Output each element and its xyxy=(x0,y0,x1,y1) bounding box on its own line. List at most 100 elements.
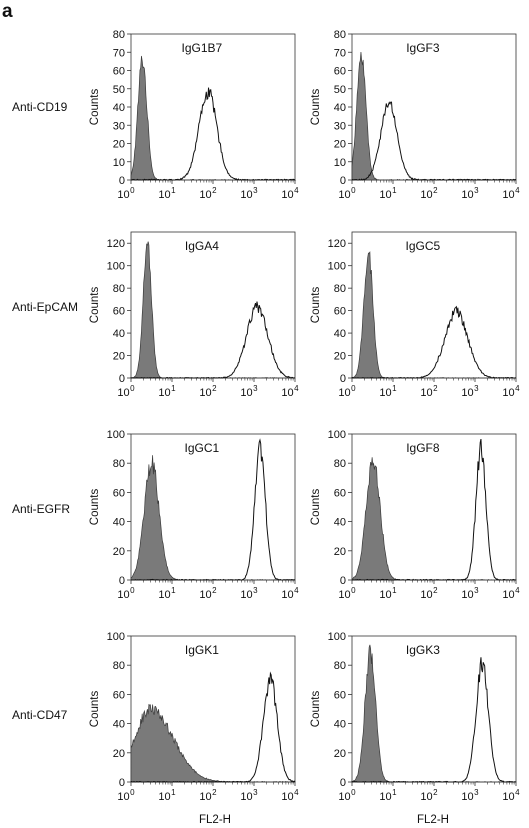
y-tick-label: 0 xyxy=(340,575,346,587)
y-tick-label: 0 xyxy=(119,575,125,587)
y-tick-label: 80 xyxy=(334,29,346,41)
y-tick-label: 0 xyxy=(340,777,346,789)
x-tick-label: 104 xyxy=(281,586,299,601)
x-tick-label: 104 xyxy=(502,586,520,601)
y-tick-label: 60 xyxy=(113,689,125,701)
x-tick-label: 100 xyxy=(338,384,356,399)
y-axis-title: Counts xyxy=(310,89,322,126)
x-tick-label: 101 xyxy=(158,384,176,399)
x-tick-label: 104 xyxy=(502,384,520,399)
y-tick-label: 40 xyxy=(113,102,125,114)
stained-histogram xyxy=(131,87,296,181)
x-tick-label: 102 xyxy=(420,384,438,399)
histogram-panel-iggf8: 0 20 40 60 80 100 100 101 102 103 104 Counts IgGF8 xyxy=(310,429,520,601)
x-tick-label: 103 xyxy=(240,586,258,601)
y-tick-label: 20 xyxy=(334,546,346,558)
y-tick-label: 50 xyxy=(113,84,125,96)
y-tick-label: 100 xyxy=(107,261,125,273)
y-tick-label: 60 xyxy=(113,66,125,78)
x-tick-label: 101 xyxy=(158,586,176,601)
x-tick-label: 102 xyxy=(420,186,438,201)
histogram-panel-iggk1: 0 20 40 60 80 100 100 101 102 103 104 Counts IgGK1 xyxy=(89,631,299,803)
y-tick-label: 100 xyxy=(107,429,125,441)
y-tick-label: 0 xyxy=(340,373,346,385)
y-tick-label: 40 xyxy=(334,328,346,340)
y-tick-label: 20 xyxy=(113,351,125,363)
x-tick-label: 100 xyxy=(338,186,356,201)
row-label-cd47: Anti-CD47 xyxy=(12,708,68,722)
y-tick-label: 0 xyxy=(119,373,125,385)
x-tick-label: 100 xyxy=(117,186,135,201)
clone-label: IgGK3 xyxy=(406,643,440,657)
y-tick-label: 80 xyxy=(113,29,125,41)
histogram-panel-iggc1: 0 20 40 60 80 100 100 101 102 103 104 Counts IgGC1 xyxy=(89,429,299,601)
y-axis-title: Counts xyxy=(89,691,101,728)
y-tick-label: 20 xyxy=(113,139,125,151)
clone-label-bg xyxy=(398,39,447,56)
y-tick-label: 40 xyxy=(334,517,346,529)
clone-label: IgGC1 xyxy=(185,441,220,455)
y-axis-title: Counts xyxy=(310,287,322,324)
y-tick-label: 120 xyxy=(328,238,346,250)
y-tick-label: 80 xyxy=(113,283,125,295)
y-tick-label: 80 xyxy=(113,458,125,470)
y-axis-title: Counts xyxy=(89,287,101,324)
x-tick-label: 100 xyxy=(117,788,135,803)
clone-label-bg xyxy=(398,641,447,658)
y-tick-label: 0 xyxy=(340,175,346,187)
y-tick-label: 120 xyxy=(107,238,125,250)
x-tick-label: 104 xyxy=(502,788,520,803)
stained-histogram xyxy=(130,671,296,783)
x-tick-label: 102 xyxy=(199,586,217,601)
clone-label: IgGF3 xyxy=(406,41,440,55)
x-tick-label: 100 xyxy=(338,788,356,803)
x-tick-label: 100 xyxy=(117,586,135,601)
y-tick-label: 40 xyxy=(113,719,125,731)
y-tick-label: 60 xyxy=(334,487,346,499)
stained-histogram xyxy=(131,438,296,581)
y-tick-label: 100 xyxy=(328,631,346,643)
control-histogram xyxy=(351,51,516,181)
x-tick-label: 103 xyxy=(461,384,479,399)
stained-histogram xyxy=(351,101,517,181)
clone-label-bg xyxy=(398,237,447,254)
x-tick-label: 101 xyxy=(158,186,176,201)
y-tick-label: 80 xyxy=(113,660,125,672)
y-tick-label: 20 xyxy=(334,748,346,760)
panel-letter: a xyxy=(2,1,13,22)
x-tick-label: 100 xyxy=(338,586,356,601)
y-tick-label: 70 xyxy=(113,47,125,59)
stained-histogram xyxy=(130,301,296,379)
y-axis-title: Counts xyxy=(310,489,322,526)
x-tick-label: 101 xyxy=(379,586,397,601)
control-histogram xyxy=(130,703,296,783)
stained-histogram xyxy=(352,438,516,581)
row-label-epcam: Anti-EpCAM xyxy=(12,300,78,314)
histogram-panel-iggc5: 0 20 40 60 80 100 120 100 101 102 103 104 Counts IgGC… xyxy=(310,231,520,399)
x-tick-label: 103 xyxy=(240,788,258,803)
clone-label: IgGC5 xyxy=(406,239,441,253)
x-tick-label: 103 xyxy=(240,384,258,399)
y-tick-label: 40 xyxy=(113,517,125,529)
x-tick-label: 101 xyxy=(158,788,176,803)
clone-label: IgGA4 xyxy=(185,239,219,253)
row-label-cd19: Anti-CD19 xyxy=(12,100,68,114)
x-tick-label: 100 xyxy=(117,384,135,399)
x-tick-label: 102 xyxy=(199,186,217,201)
y-tick-label: 0 xyxy=(119,175,125,187)
y-axis-title: Counts xyxy=(89,89,101,126)
x-tick-label: 103 xyxy=(240,186,258,201)
y-tick-label: 10 xyxy=(334,157,346,169)
x-tick-label: 103 xyxy=(461,788,479,803)
clone-label-bg xyxy=(398,439,447,456)
y-tick-label: 30 xyxy=(334,120,346,132)
x-tick-label: 104 xyxy=(502,186,520,201)
y-tick-label: 20 xyxy=(334,351,346,363)
y-tick-label: 40 xyxy=(334,719,346,731)
y-tick-label: 80 xyxy=(334,458,346,470)
clone-label-bg xyxy=(177,641,226,658)
y-tick-label: 100 xyxy=(328,429,346,441)
histogram-panel-iggk3: 0 20 40 60 80 100 100 101 102 103 104 Counts IgGK3 xyxy=(310,631,520,803)
y-tick-label: 80 xyxy=(334,660,346,672)
